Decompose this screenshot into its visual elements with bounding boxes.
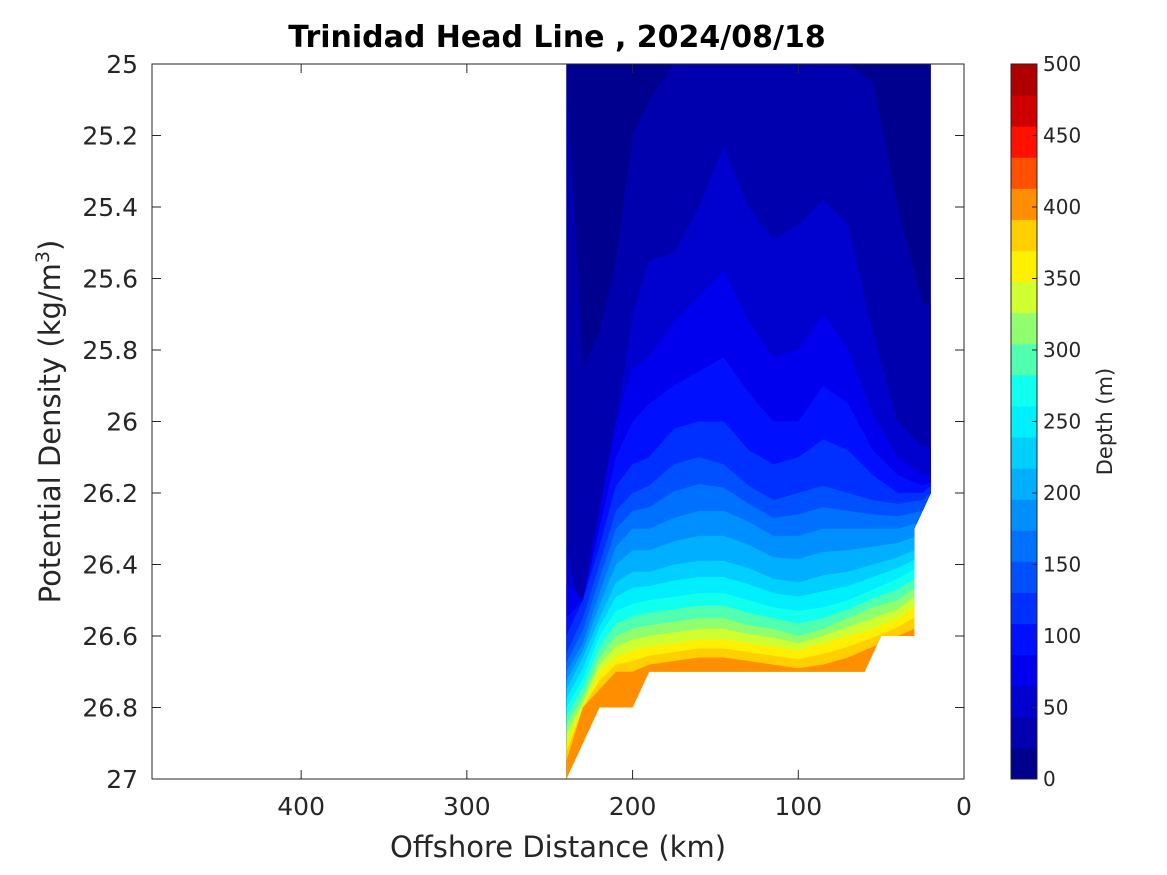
colorbar-swatch [1011,654,1037,687]
y-tick-label: 25.4 [82,193,138,222]
colorbar-swatch [1011,64,1037,96]
colorbar-swatch [1011,188,1037,220]
colorbar-tick-label: 450 [1043,124,1081,148]
y-axis-label-main: Potential Density (kg/m [33,263,67,603]
colorbar-swatch [1011,281,1037,314]
colorbar-tick-label: 300 [1043,338,1081,362]
colorbar-swatch [1011,343,1037,376]
y-axis-label-close: ) [33,240,67,251]
x-tick-label: 300 [443,792,491,821]
colorbar: 0 50 100 150 200 250 300 350 400 450 500 [1010,52,1081,791]
y-tick-label: 27 [106,765,138,794]
x-tick-label: 400 [277,792,325,821]
x-tick-label: 100 [774,792,822,821]
colorbar-swatch [1011,157,1037,189]
x-axis-label: Offshore Distance (km) [390,830,726,864]
colorbar-swatch [1011,374,1037,407]
y-axis: 25 25.2 25.4 25.6 25.8 26 26.2 26.4 26.6 26.8 27 [82,50,964,794]
colorbar-tick-label: 350 [1043,267,1081,291]
y-tick-label: 26.4 [82,551,138,580]
colorbar-swatch [1011,437,1037,469]
y-tick-label: 26.2 [82,479,138,508]
colorbar-tick-label: 100 [1043,624,1081,648]
colorbar-tick-label: 500 [1043,52,1081,76]
colorbar-tick-label: 50 [1043,696,1068,720]
y-tick-label: 25.2 [82,122,138,151]
y-tick-label: 25.6 [82,265,138,294]
x-axis: 400 300 200 100 0 [277,64,972,821]
x-tick-label: 0 [956,792,972,821]
y-axis-label: Potential Density (kg/m3) [32,240,67,604]
colorbar-swatch [1011,312,1037,345]
colorbar-swatch [1011,219,1037,252]
colorbar-swatch [1011,747,1037,780]
y-tick-label: 25 [106,50,138,79]
colorbar-swatch [1011,592,1037,625]
y-tick-label: 26.8 [82,694,138,723]
colorbar-label: Depth (m) [1093,368,1117,475]
colorbar-tick-label: 400 [1043,195,1081,219]
colorbar-tick-label: 250 [1043,410,1081,434]
colorbar-swatch [1011,685,1037,718]
colorbar-swatch [1011,95,1037,127]
y-tick-label: 26 [106,408,138,437]
colorbar-swatch [1011,561,1037,593]
colorbar-tick-label: 150 [1043,553,1081,577]
y-axis-label-sup: 3 [32,251,54,263]
y-tick-label: 25.8 [82,336,138,365]
colorbar-swatch [1011,716,1037,749]
colorbar-swatch [1011,623,1037,656]
colorbar-tick-label: 0 [1043,767,1056,791]
chart-title: Trinidad Head Line , 2024/08/18 [288,20,825,55]
x-tick-label: 200 [609,792,657,821]
colorbar-swatch [1011,468,1037,500]
colorbar-swatch [1011,250,1037,283]
y-tick-label: 26.6 [82,622,138,651]
colorbar-swatch [1011,499,1037,531]
colorbar-tick-label: 200 [1043,481,1081,505]
colorbar-swatch [1011,530,1037,562]
colorbar-swatch [1011,126,1037,158]
